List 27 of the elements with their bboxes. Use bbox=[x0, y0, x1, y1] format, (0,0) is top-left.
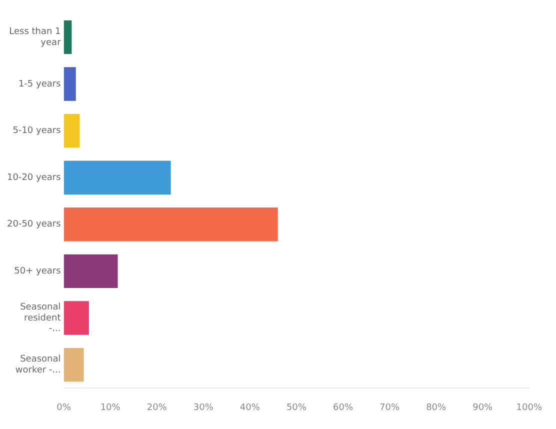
bar bbox=[64, 114, 80, 148]
x-tick-label: 40% bbox=[240, 402, 260, 413]
y-tick-label: 20-50 years bbox=[7, 220, 62, 230]
y-tick-label: 50+ years bbox=[14, 266, 62, 277]
bar bbox=[64, 20, 72, 54]
bar bbox=[64, 348, 84, 382]
y-tick-label: 5-10 years bbox=[12, 126, 62, 136]
y-tick-label: Seasonal worker -... bbox=[15, 354, 61, 376]
y-tick-label: 10-20 years bbox=[7, 172, 62, 183]
x-tick-label: 60% bbox=[332, 402, 354, 413]
bar bbox=[64, 160, 171, 194]
y-tick-label: Less than 1 year bbox=[9, 27, 62, 48]
x-tick-label: 100% bbox=[516, 402, 542, 413]
x-tick-label: 50% bbox=[286, 402, 307, 413]
x-tick-label: 80% bbox=[426, 402, 447, 413]
x-tick-label: 70% bbox=[380, 402, 400, 413]
y-tick-label: Seasonal resident -... bbox=[20, 302, 62, 334]
y-tick-label: 1-5 years bbox=[18, 79, 62, 90]
x-tick-label: 30% bbox=[193, 402, 214, 413]
x-tick-label: 0% bbox=[56, 402, 72, 413]
x-tick-label: 90% bbox=[472, 402, 494, 413]
bar bbox=[64, 254, 118, 288]
x-tick-label: 20% bbox=[146, 402, 168, 413]
bar bbox=[64, 67, 76, 101]
bar bbox=[64, 208, 278, 242]
bar bbox=[64, 301, 89, 335]
x-tick-label: 10% bbox=[100, 402, 121, 413]
